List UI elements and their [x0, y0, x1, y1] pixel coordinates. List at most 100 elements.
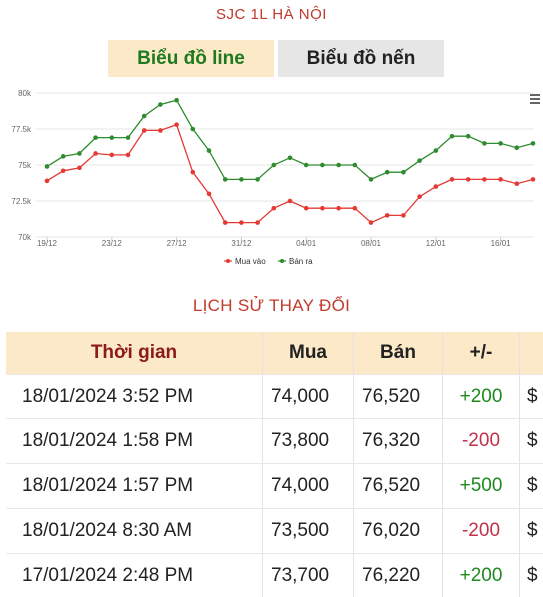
- header-buy: Mua: [263, 332, 354, 374]
- data-point: [174, 122, 179, 127]
- x-tick-label: 19/12: [37, 239, 58, 248]
- data-point: [401, 213, 406, 218]
- data-point: [482, 177, 487, 182]
- header-diff: +/-: [443, 332, 520, 374]
- currency-cell[interactable]: $: [527, 385, 538, 407]
- header-time: Thời gian: [6, 332, 263, 374]
- legend-swatch-point: [226, 259, 230, 263]
- table-row: 17/01/2024 2:48 PM 73,700 76,220 +200 $: [6, 554, 543, 597]
- data-point: [336, 205, 341, 211]
- data-point: [498, 177, 503, 182]
- data-point: [514, 145, 520, 151]
- time-cell: 18/01/2024 8:30 AM: [6, 509, 263, 553]
- data-point: [449, 133, 455, 139]
- data-point: [271, 205, 277, 211]
- data-point: [449, 177, 455, 182]
- price-chart-svg: 70k 72.5k 75k 77.5k 80k 19/12 23/12 27/12 31/12 0…: [11, 89, 536, 266]
- data-point: [222, 177, 228, 182]
- data-point: [239, 177, 244, 182]
- x-tick-label: 31/12: [231, 239, 252, 248]
- y-tick-label: 72.5k: [11, 197, 32, 206]
- sell-cell: 76,520: [354, 464, 443, 508]
- data-point: [384, 169, 390, 175]
- sell-cell: 76,320: [354, 419, 443, 463]
- table-row: 18/01/2024 1:57 PM 74,000 76,520 +500 $: [6, 464, 543, 509]
- series-line-mua-vao: [46, 123, 534, 224]
- data-point: [77, 165, 82, 171]
- data-point: [222, 220, 228, 225]
- data-point: [433, 184, 439, 189]
- legend-label: Bán ra: [289, 257, 313, 266]
- legend-swatch-point: [280, 259, 284, 263]
- table-row: 18/01/2024 1:58 PM 73,800 76,320 -200 $: [6, 419, 543, 464]
- data-point: [60, 168, 66, 174]
- buy-cell: 73,500: [263, 509, 354, 553]
- time-cell: 17/01/2024 2:48 PM: [6, 554, 263, 597]
- data-point: [271, 162, 277, 168]
- data-point: [109, 135, 115, 140]
- data-point: [514, 181, 520, 187]
- y-tick-label: 77.5k: [11, 125, 32, 134]
- data-point: [384, 213, 390, 218]
- currency-cell[interactable]: $: [527, 475, 538, 496]
- data-point: [287, 198, 293, 204]
- data-point: [433, 148, 439, 153]
- sell-cell: 76,520: [354, 375, 443, 418]
- data-point: [368, 177, 374, 182]
- data-point: [482, 141, 487, 146]
- header-sell: Bán: [354, 332, 443, 374]
- buy-cell: 73,800: [263, 419, 354, 463]
- line-chart-button[interactable]: Biểu đồ line: [108, 40, 274, 77]
- buy-cell: 74,000: [263, 464, 354, 508]
- data-point: [401, 169, 406, 175]
- data-point: [352, 205, 358, 211]
- table-row: 18/01/2024 8:30 AM 73,500 76,020 -200 $: [6, 509, 543, 554]
- table-row: 18/01/2024 3:52 PM 74,000 76,520 +200 $: [6, 374, 543, 419]
- data-point: [320, 162, 325, 168]
- data-point: [60, 154, 66, 159]
- data-point: [93, 151, 98, 156]
- data-point: [336, 162, 341, 168]
- data-point: [417, 194, 422, 199]
- data-point: [303, 205, 309, 211]
- data-point: [125, 135, 131, 140]
- diff-cell: -200: [443, 509, 520, 553]
- diff-cell: +200: [443, 375, 520, 418]
- data-point: [530, 141, 536, 146]
- page-title: SJC 1L HÀ NỘI: [216, 6, 327, 23]
- hamburger-menu-icon[interactable]: [530, 94, 540, 106]
- price-chart: 70k 72.5k 75k 77.5k 80k 19/12 23/12 27/12 31/12 0…: [0, 82, 543, 282]
- currency-cell[interactable]: $: [527, 520, 538, 541]
- y-tick-label: 80k: [18, 89, 32, 98]
- data-point: [206, 148, 212, 153]
- data-point: [77, 151, 82, 156]
- data-point: [417, 158, 422, 163]
- history-title: LỊCH SỬ THAY ĐỔI: [192, 296, 351, 315]
- diff-cell: +200: [443, 554, 520, 597]
- data-point: [141, 128, 147, 133]
- data-point: [125, 152, 131, 158]
- data-point: [287, 155, 293, 161]
- y-tick-label: 75k: [18, 161, 32, 170]
- legend-label: Mua vào: [235, 257, 266, 266]
- currency-cell[interactable]: $: [527, 565, 538, 586]
- data-point: [255, 177, 260, 182]
- history-table: Thời gian Mua Bán +/- 18/01/2024 3:52 PM…: [6, 332, 543, 597]
- currency-cell[interactable]: $: [527, 430, 538, 451]
- diff-cell: +500: [443, 464, 520, 508]
- time-cell: 18/01/2024 3:52 PM: [6, 375, 263, 418]
- data-point: [158, 128, 163, 133]
- sell-cell: 76,020: [354, 509, 443, 553]
- candlestick-chart-button[interactable]: Biểu đồ nến: [278, 40, 444, 77]
- data-point: [320, 205, 325, 211]
- time-cell: 18/01/2024 1:58 PM: [6, 419, 263, 463]
- x-tick-label: 23/12: [102, 239, 123, 248]
- data-point: [239, 220, 244, 225]
- x-tick-label: 04/01: [296, 239, 317, 248]
- series-line-ban-ra: [46, 99, 534, 181]
- data-point: [44, 178, 50, 184]
- data-point: [465, 177, 471, 182]
- data-point: [158, 102, 163, 107]
- data-point: [303, 162, 309, 168]
- data-point: [530, 177, 536, 182]
